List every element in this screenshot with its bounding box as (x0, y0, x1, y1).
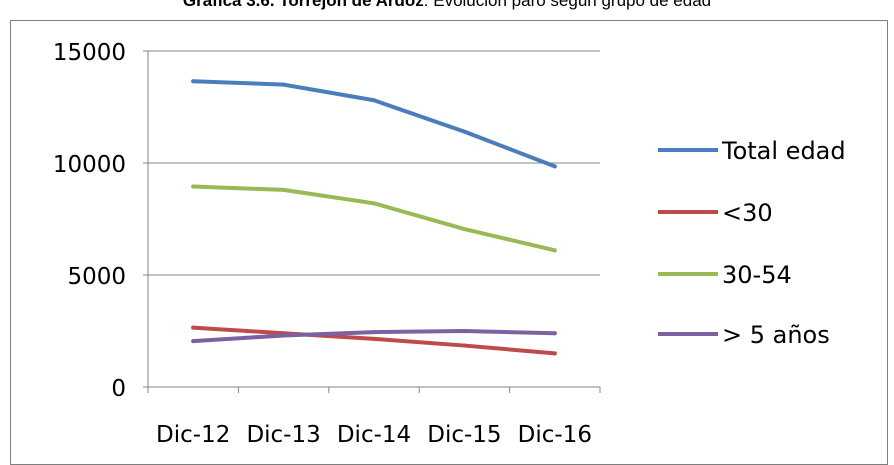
data-point (552, 351, 557, 356)
x-tick-label: Dic-16 (518, 422, 592, 448)
legend-label: 30-54 (722, 261, 792, 289)
data-point (552, 331, 557, 336)
data-point (191, 339, 196, 344)
data-point (372, 336, 376, 341)
data-point (552, 164, 557, 169)
data-point (372, 201, 376, 206)
data-point (462, 129, 467, 134)
data-point (281, 333, 286, 338)
data-point (462, 329, 467, 333)
series-line-0 (191, 79, 557, 169)
data-point (281, 187, 286, 192)
data-point (372, 330, 376, 335)
series-line-2 (191, 184, 557, 253)
chart-title-bold: Gráfica 3.6. Torrejón de Ardoz (182, 0, 424, 10)
chart-title: Gráfica 3.6. Torrejón de Ardoz: Evolució… (0, 0, 894, 14)
legend-label: > 5 años (722, 321, 830, 349)
legend-label: <30 (722, 199, 773, 227)
x-tick-label: Dic-12 (156, 422, 230, 448)
data-point (281, 82, 286, 87)
data-point (191, 184, 196, 189)
legend-label: Total edad (721, 137, 846, 165)
x-tick-label: Dic-13 (246, 422, 320, 448)
y-tick-label: 15000 (53, 40, 126, 66)
y-tick-label: 5000 (67, 264, 126, 290)
chart-frame (10, 20, 888, 465)
data-point (462, 227, 467, 232)
x-tick-label: Dic-14 (337, 422, 411, 448)
data-point (552, 248, 557, 253)
data-point (191, 79, 196, 84)
y-tick-label: 10000 (53, 152, 126, 178)
y-tick-label: 0 (111, 376, 126, 402)
data-point (191, 325, 196, 330)
data-point (372, 98, 376, 103)
x-tick-label: Dic-15 (427, 422, 501, 448)
chart-title-rest: : Evolución paro según grupo de edad (423, 0, 712, 10)
data-point (462, 343, 467, 348)
